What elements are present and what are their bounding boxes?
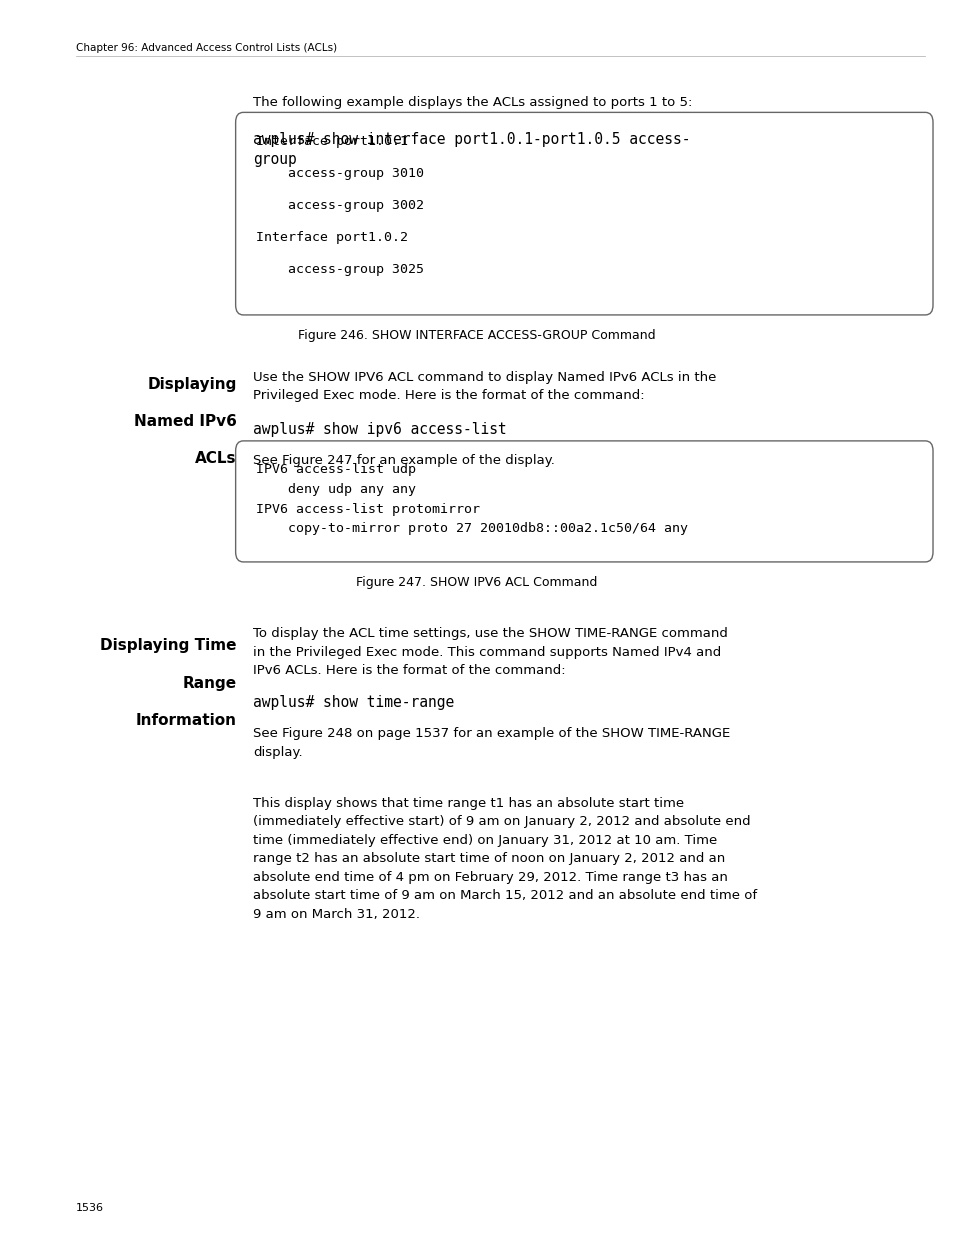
Text: The following example displays the ACLs assigned to ports 1 to 5:: The following example displays the ACLs … <box>253 96 692 110</box>
Text: Interface port1.0.1: Interface port1.0.1 <box>255 135 407 148</box>
Text: awplus# show ipv6 access-list: awplus# show ipv6 access-list <box>253 422 506 437</box>
Text: ACLs: ACLs <box>194 451 236 466</box>
Text: Use the SHOW IPV6 ACL command to display Named IPv6 ACLs in the
Privileged Exec : Use the SHOW IPV6 ACL command to display… <box>253 370 716 403</box>
Text: Displaying: Displaying <box>147 377 236 391</box>
Text: Displaying Time: Displaying Time <box>100 638 236 653</box>
Text: Figure 246. SHOW INTERFACE ACCESS-GROUP Command: Figure 246. SHOW INTERFACE ACCESS-GROUP … <box>298 329 655 342</box>
Text: access-group 3002: access-group 3002 <box>255 199 423 212</box>
Text: See Figure 248 on page 1537 for an example of the SHOW TIME-RANGE
display.: See Figure 248 on page 1537 for an examp… <box>253 727 729 760</box>
Text: copy-to-mirror proto 27 20010db8::00a2.1c50/64 any: copy-to-mirror proto 27 20010db8::00a2.1… <box>255 522 687 536</box>
FancyBboxPatch shape <box>235 112 932 315</box>
Text: Interface port1.0.2: Interface port1.0.2 <box>255 231 407 245</box>
FancyBboxPatch shape <box>235 441 932 562</box>
Text: deny udp any any: deny udp any any <box>255 483 416 496</box>
Text: Figure 247. SHOW IPV6 ACL Command: Figure 247. SHOW IPV6 ACL Command <box>355 576 598 589</box>
Text: Range: Range <box>182 676 236 690</box>
Text: This display shows that time range t1 has an absolute start time
(immediately ef: This display shows that time range t1 ha… <box>253 797 756 920</box>
Text: access-group 3010: access-group 3010 <box>255 167 423 180</box>
Text: access-group 3025: access-group 3025 <box>255 263 423 277</box>
Text: IPV6 access-list udp: IPV6 access-list udp <box>255 463 416 477</box>
Text: See Figure 247 for an example of the display.: See Figure 247 for an example of the dis… <box>253 454 554 468</box>
Text: Chapter 96: Advanced Access Control Lists (ACLs): Chapter 96: Advanced Access Control List… <box>76 43 337 53</box>
Text: IPV6 access-list protomirror: IPV6 access-list protomirror <box>255 503 479 516</box>
Text: To display the ACL time settings, use the SHOW TIME-RANGE command
in the Privile: To display the ACL time settings, use th… <box>253 627 727 677</box>
Text: Information: Information <box>135 713 236 727</box>
Text: awplus# show interface port1.0.1-port1.0.5 access-
group: awplus# show interface port1.0.1-port1.0… <box>253 132 690 167</box>
Text: 1536: 1536 <box>76 1203 104 1213</box>
Text: awplus# show time-range: awplus# show time-range <box>253 695 454 710</box>
Text: Named IPv6: Named IPv6 <box>133 414 236 429</box>
